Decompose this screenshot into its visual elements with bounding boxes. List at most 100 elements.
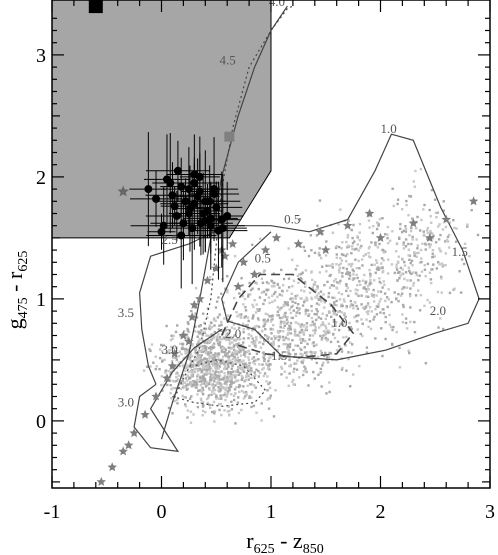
cloud-point bbox=[339, 262, 342, 265]
cloud-point bbox=[368, 281, 372, 284]
star-marker bbox=[441, 214, 451, 224]
cloud-point bbox=[325, 240, 328, 243]
cloud-point bbox=[202, 364, 205, 368]
cloud-point bbox=[154, 355, 157, 358]
cloud-point bbox=[189, 364, 193, 367]
cloud-point bbox=[240, 277, 243, 280]
cloud-point bbox=[318, 247, 321, 250]
cloud-point bbox=[267, 296, 271, 299]
cloud-point bbox=[246, 326, 249, 330]
cloud-point bbox=[207, 368, 211, 371]
cloud-point bbox=[289, 363, 293, 367]
cloud-point bbox=[235, 311, 238, 314]
cloud-point bbox=[267, 407, 271, 410]
cloud-point bbox=[223, 317, 226, 320]
cloud-point bbox=[277, 331, 280, 335]
cloud-point bbox=[331, 231, 335, 235]
data-point bbox=[205, 197, 214, 206]
cloud-point bbox=[278, 329, 282, 333]
cloud-point bbox=[201, 366, 205, 370]
cloud-point bbox=[230, 375, 234, 378]
cloud-point bbox=[192, 371, 195, 374]
star-marker bbox=[123, 440, 134, 450]
cloud-point bbox=[363, 286, 366, 289]
cloud-point bbox=[296, 264, 299, 268]
cloud-point bbox=[217, 397, 221, 400]
cloud-point bbox=[438, 263, 441, 266]
cloud-point bbox=[233, 296, 236, 300]
cloud-point bbox=[247, 336, 250, 340]
cloud-point bbox=[191, 373, 194, 377]
cloud-point bbox=[178, 364, 182, 368]
cloud-point bbox=[239, 337, 242, 341]
cloud-point bbox=[407, 254, 410, 257]
cloud-point bbox=[225, 359, 228, 363]
cloud-point bbox=[195, 380, 198, 384]
cloud-point bbox=[249, 372, 252, 375]
cloud-point bbox=[206, 353, 210, 356]
cloud-point bbox=[349, 305, 352, 308]
x-tick-label: 3 bbox=[485, 501, 495, 523]
star-marker bbox=[238, 257, 249, 267]
cloud-point bbox=[222, 355, 225, 358]
cloud-point bbox=[233, 359, 237, 362]
cloud-point bbox=[208, 388, 211, 391]
cloud-point bbox=[298, 312, 301, 315]
cloud-point bbox=[210, 373, 213, 376]
cloud-point bbox=[370, 292, 374, 296]
track-label: 1.5 bbox=[271, 348, 287, 363]
cloud-point bbox=[378, 280, 381, 284]
cloud-point bbox=[233, 355, 236, 359]
cloud-point bbox=[154, 367, 157, 371]
cloud-point bbox=[328, 381, 331, 384]
cloud-point bbox=[347, 244, 350, 248]
cloud-point bbox=[419, 248, 423, 252]
cloud-point bbox=[324, 336, 328, 340]
cloud-point bbox=[194, 348, 197, 352]
cloud-point bbox=[201, 401, 205, 404]
cloud-point bbox=[186, 409, 190, 412]
cloud-point bbox=[382, 259, 385, 262]
cloud-point bbox=[399, 266, 403, 270]
cloud-point bbox=[364, 252, 367, 256]
cloud-point bbox=[378, 217, 382, 221]
cloud-point bbox=[348, 271, 351, 275]
cloud-point bbox=[262, 374, 266, 378]
cloud-point bbox=[348, 277, 351, 280]
cloud-point bbox=[233, 348, 236, 351]
cloud-point bbox=[212, 317, 216, 320]
cloud-point bbox=[245, 372, 249, 375]
cloud-point bbox=[189, 362, 192, 365]
cloud-point bbox=[292, 370, 295, 373]
cloud-point bbox=[205, 363, 208, 366]
cloud-point bbox=[315, 234, 319, 237]
cloud-point bbox=[267, 359, 270, 363]
cloud-point bbox=[215, 335, 218, 338]
cloud-point bbox=[269, 356, 272, 359]
cloud-point bbox=[240, 375, 244, 378]
cloud-point bbox=[225, 394, 229, 397]
cloud-point bbox=[164, 371, 167, 374]
cloud-point bbox=[201, 409, 205, 413]
cloud-point bbox=[318, 254, 321, 257]
cloud-point bbox=[203, 373, 206, 376]
cloud-point bbox=[384, 320, 387, 324]
cloud-point bbox=[392, 204, 395, 208]
cloud-point bbox=[315, 302, 319, 305]
cloud-point bbox=[257, 369, 260, 373]
cloud-point bbox=[228, 341, 232, 344]
cloud-point bbox=[392, 325, 395, 329]
cloud-point bbox=[175, 358, 179, 361]
cloud-point bbox=[364, 282, 367, 285]
cloud-point bbox=[288, 353, 292, 356]
cloud-point bbox=[217, 385, 220, 389]
galaxy-star-marker bbox=[117, 185, 129, 197]
cloud-point bbox=[351, 343, 354, 346]
cloud-point bbox=[211, 375, 214, 378]
cloud-point bbox=[242, 341, 245, 344]
cloud-point bbox=[254, 336, 258, 339]
cloud-point bbox=[439, 250, 443, 253]
cloud-point bbox=[205, 368, 209, 372]
cloud-point bbox=[401, 258, 404, 261]
cloud-point bbox=[441, 228, 445, 231]
